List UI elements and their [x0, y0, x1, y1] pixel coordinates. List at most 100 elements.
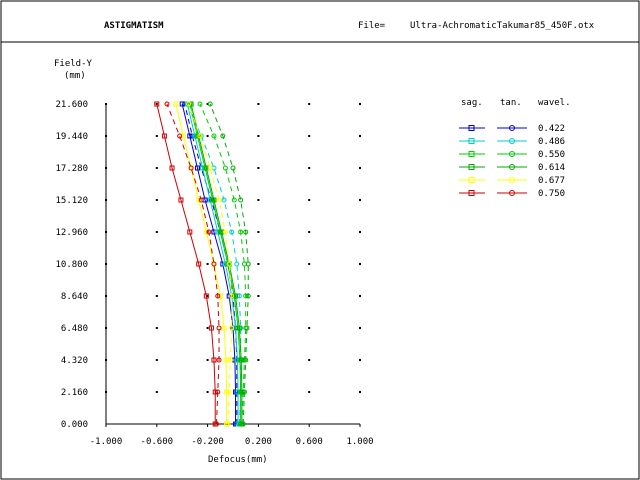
legend-row: 0.486: [459, 137, 565, 147]
series-sag-0.422: [181, 103, 237, 424]
grid-dot: [206, 103, 209, 105]
tan-point: [188, 165, 194, 171]
tan-point: [186, 101, 192, 107]
tan-point: [197, 133, 203, 139]
sag-point: [211, 197, 217, 203]
tan-point: [216, 357, 222, 363]
series-sag-0.750: [156, 103, 216, 424]
legend-wavelength-label: 0.550: [538, 150, 565, 160]
grid-dot: [257, 263, 260, 265]
legend-wavelength-label: 0.750: [538, 189, 565, 199]
series-sag-0.486: [186, 103, 239, 424]
sag-point: [161, 133, 167, 139]
legend-sag-marker: [468, 177, 475, 183]
grid-dot: [206, 167, 209, 169]
sag-point: [217, 293, 223, 299]
legend-sag-marker: [468, 190, 475, 196]
grid-dot: [257, 199, 260, 201]
tan-point: [245, 293, 251, 299]
legend-tan-marker: [509, 164, 515, 170]
grid-dot: [105, 135, 107, 137]
legend-tan-marker: [509, 190, 515, 196]
grid-dot: [105, 295, 107, 297]
grid-dot: [359, 263, 361, 265]
legend-header-sag: sag.: [461, 98, 483, 108]
grid-dot: [155, 391, 158, 393]
tan-point: [226, 261, 232, 267]
tan-point: [164, 101, 170, 107]
grid-dot: [359, 327, 361, 329]
tan-point: [207, 101, 213, 107]
series-tan-0.422: [184, 103, 238, 424]
tan-point: [230, 165, 236, 171]
tan-point: [231, 197, 237, 203]
file-name: Ultra-AchromaticTakumar85_450F.otx: [410, 21, 595, 31]
y-tick-label: 17.280: [55, 164, 88, 174]
legend-row: 0.422: [459, 124, 565, 134]
grid-dot: [308, 231, 311, 233]
tan-point: [220, 133, 226, 139]
tan-point: [222, 165, 228, 171]
tan-point: [243, 357, 249, 363]
grid-dot: [257, 391, 260, 393]
x-tick-label: 1.000: [346, 437, 373, 447]
x-tick-labels: -1.000 -0.600 -0.200 0.200 0.600 1.000: [90, 437, 374, 447]
legend-header-tan: tan.: [500, 98, 522, 108]
grid-dot: [206, 135, 209, 137]
tan-point: [245, 261, 251, 267]
tan-point: [225, 421, 231, 427]
y-axis-unit: (mm): [64, 71, 86, 81]
tan-point: [243, 293, 249, 299]
sag-point: [203, 293, 209, 299]
legend-tan-marker: [509, 138, 515, 144]
legend-tan-marker: [509, 125, 515, 131]
grid-dot: [308, 391, 311, 393]
grid-dot: [105, 327, 107, 329]
sag-point: [236, 325, 242, 331]
grid-dot: [308, 263, 311, 265]
legend-header-wavel: wavel.: [538, 98, 571, 108]
legend-sag-marker: [468, 151, 475, 157]
tan-point: [213, 421, 219, 427]
y-tick-label: 8.640: [61, 292, 88, 302]
grid-dot: [206, 295, 209, 297]
plot-series: [154, 101, 251, 427]
grid-dot: [155, 359, 158, 361]
legend-row: 0.677: [459, 176, 565, 186]
sag-point: [179, 101, 185, 107]
grid-dot: [105, 199, 107, 201]
sag-point: [203, 229, 209, 235]
x-tick-label: 0.200: [245, 437, 272, 447]
x-axis-label: Defocus(mm): [208, 455, 268, 465]
grid-dot: [206, 391, 209, 393]
tan-point: [244, 325, 250, 331]
grid-dots: [105, 103, 361, 427]
legend-row: 0.750: [459, 189, 565, 199]
x-tick-label: -0.200: [191, 437, 224, 447]
grid-dot: [105, 167, 107, 169]
grid-dot: [359, 231, 361, 233]
tan-point: [226, 389, 232, 395]
sag-point: [212, 389, 218, 395]
sag-point: [196, 261, 202, 267]
tan-point: [216, 197, 222, 203]
grid-dot: [308, 359, 311, 361]
tan-point: [222, 229, 228, 235]
legend: sag. tan. wavel. 0.422 0.486 0.550 0.614 0.6…: [459, 98, 571, 199]
grid-dot: [308, 103, 311, 105]
sag-point: [221, 325, 227, 331]
x-tick-label: 0.600: [296, 437, 323, 447]
grid-dot: [359, 295, 361, 297]
series-tan-0.750: [166, 103, 220, 425]
legend-sag-marker: [468, 164, 475, 170]
grid-dot: [257, 231, 260, 233]
tan-point: [238, 229, 244, 235]
tan-point: [227, 357, 233, 363]
y-axis-label: Field-Y: [54, 59, 93, 69]
grid-dot: [105, 103, 107, 105]
grid-dot: [105, 359, 107, 361]
grid-dot: [105, 263, 107, 265]
tan-point: [243, 229, 249, 235]
